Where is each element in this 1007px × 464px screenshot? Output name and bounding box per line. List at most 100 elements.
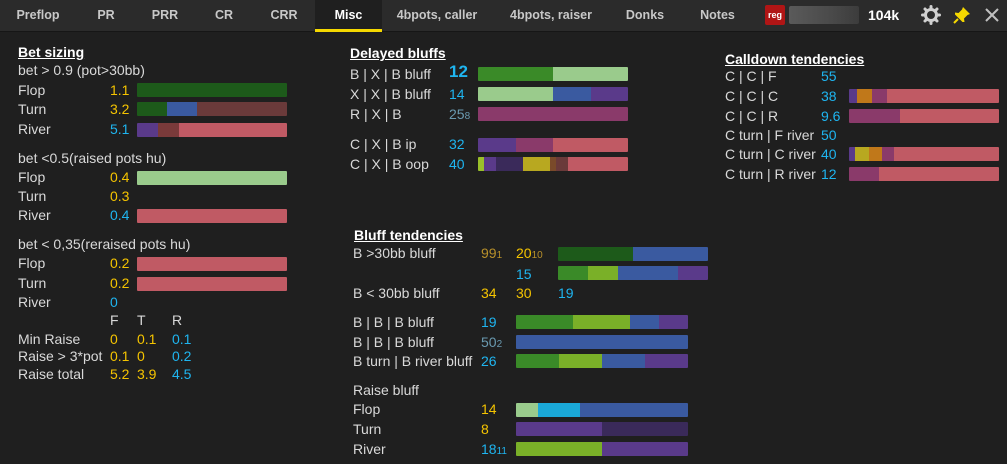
stat-label: X | X | B bluff [350,86,431,102]
stat-bar [137,277,287,291]
tab-4bpots-raiser[interactable]: 4bpots, raiser [510,8,592,22]
tab-4bpots-caller[interactable]: 4bpots, caller [396,8,478,22]
stat-label: C | C | F [725,68,777,84]
stat-value: 14 [449,86,465,102]
gear-icon[interactable] [921,5,941,25]
stat-value-main: 99 [481,245,497,261]
group-label: bet < 0,35(reraised pots hu) [18,236,191,252]
stat-label: B >30bb bluff [353,245,436,261]
stat-value: 8 [481,421,489,437]
stat-bar [558,266,708,280]
close-icon[interactable] [982,5,1002,25]
stat-value: 19 [558,285,574,301]
tab-cr[interactable]: CR [214,8,234,22]
stat-label: C turn | F river [725,127,815,143]
stat-value: 258 [449,105,470,126]
stat-value-main: 50 [481,334,497,350]
stat-value: 0.1 [172,331,192,347]
stat-value-main: 18 [481,441,497,457]
stat-label: C | C | R [725,108,779,124]
bluff-tendencies-title: Bluff tendencies [354,227,463,243]
tab-notes[interactable]: Notes [700,8,735,22]
bet-sizing-title: Bet sizing [18,44,85,60]
stat-label: C | X | B ip [350,136,417,152]
stat-bar [137,171,287,185]
stat-value: 34 [481,285,497,301]
stat-value: 32 [449,136,465,152]
street-label: Turn [18,188,47,204]
stat-bar [558,247,708,261]
stat-label: B | B | B bluff [353,334,434,350]
tab-misc[interactable]: Misc [315,0,382,32]
stat-value: 0 [137,348,145,364]
stat-value: 15 [516,266,532,282]
stat-value-sample: 1 [496,250,503,261]
group-label: bet <0.5(raised pots hu) [18,150,167,166]
street-label: Flop [18,169,46,185]
stat-value: 12 [449,62,468,81]
street-label: River [353,441,386,457]
stat-bar [516,315,688,329]
stat-value-main: 20 [516,245,532,261]
stat-value: 0.4 [110,207,130,223]
stat-value: 0.2 [172,348,192,364]
stat-value: 40 [449,156,465,172]
stat-bar [478,67,628,81]
group-label: bet > 0.9 (pot>30bb) [18,62,145,78]
stat-value: 12 [821,166,837,182]
stat-value: 1811 [481,440,507,461]
stat-value: 40 [821,146,837,162]
stat-value: 9.6 [821,108,841,124]
tab-prr[interactable]: PRR [151,8,179,22]
stat-value: 14 [481,401,497,417]
pin-icon[interactable] [952,5,972,25]
raise-row-label: Raise > 3*pot [18,348,103,364]
stat-label: Raise bluff [353,382,419,398]
tab-pr[interactable]: PR [97,8,115,22]
stat-value: 3.2 [110,101,130,117]
player-type-badge: reg [765,5,785,25]
tab-donks[interactable]: Donks [625,8,665,22]
street-label: Turn [18,101,47,117]
street-label: Turn [18,275,47,291]
stat-value: 3.9 [137,366,157,382]
stat-value: 0.2 [110,255,130,271]
col-header-t: T [137,312,146,328]
stat-value: 30 [516,285,532,301]
stat-value: 4.5 [172,366,192,382]
delayed-bluffs-title: Delayed bluffs [350,45,446,61]
stat-label: B | B | B bluff [353,314,434,330]
stat-value: 55 [821,68,837,84]
stat-bar [137,209,287,223]
stat-label: R | X | B [350,106,402,122]
stat-bar [478,87,628,101]
stat-value: 0.1 [137,331,157,347]
stat-label: C turn | R river [725,166,816,182]
tab-preflop[interactable]: Preflop [16,8,60,22]
raise-row-label: Min Raise [18,331,81,347]
street-label: Flop [353,401,381,417]
stat-value-main: 25 [449,106,465,122]
stat-value-sample: 10 [531,250,543,261]
stat-value: 0.3 [110,188,130,204]
stat-bar [849,147,999,161]
stat-value: 991 [481,244,502,265]
stat-value: 5.2 [110,366,130,382]
stat-label: C | X | B oop [350,156,429,172]
stat-value: 38 [821,88,837,104]
stat-value-sample: 8 [464,111,471,122]
stat-bar [478,157,628,171]
player-name-blurred [789,6,859,24]
stat-value: 0.1 [110,348,130,364]
street-label: Flop [18,255,46,271]
stat-value: 1.1 [110,82,130,98]
stat-label: C turn | C river [725,146,816,162]
col-header-f: F [110,312,119,328]
stat-bar [516,335,688,349]
stat-value: 2010 [516,244,543,265]
street-label: River [18,207,51,223]
stat-value: 0 [110,294,118,310]
tab-crr[interactable]: CRR [270,8,298,22]
street-label: River [18,294,51,310]
stat-value-sample: 11 [496,446,507,457]
